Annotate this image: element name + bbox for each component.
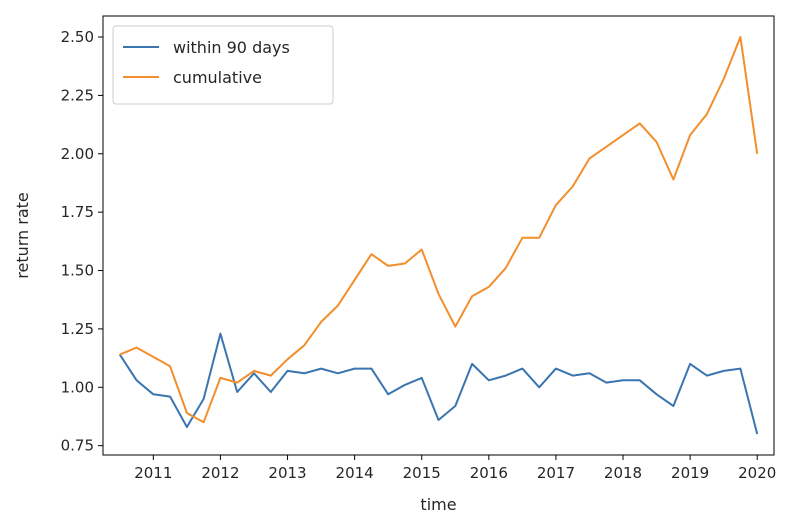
y-tick-label: 2.50 bbox=[61, 28, 94, 46]
plot-frame bbox=[102, 15, 775, 456]
x-axis-ticks: 2011 2012 2013 2014 2015 2016 2017 2018 2019 2020 bbox=[134, 455, 776, 482]
x-axis-label: time bbox=[420, 495, 456, 514]
x-tick-label: 2016 bbox=[470, 464, 508, 482]
y-tick-label: 1.50 bbox=[61, 262, 94, 280]
series-layer bbox=[118, 36, 759, 435]
y-tick-label: 1.00 bbox=[61, 378, 94, 396]
y-tick-label: 1.75 bbox=[61, 203, 94, 221]
legend: within 90 days cumulative bbox=[112, 25, 334, 105]
x-tick-label: 2013 bbox=[268, 464, 306, 482]
y-tick-label: 2.00 bbox=[61, 145, 94, 163]
x-tick-label: 2020 bbox=[738, 464, 776, 482]
x-tick-label: 2014 bbox=[336, 464, 374, 482]
y-tick-label: 1.25 bbox=[61, 320, 94, 338]
y-axis-label: return rate bbox=[13, 192, 32, 279]
legend-label-cumulative: cumulative bbox=[173, 68, 262, 87]
legend-label-within-90-days: within 90 days bbox=[173, 38, 290, 57]
series-line-cumulative bbox=[119, 36, 759, 424]
y-tick-label: 2.25 bbox=[61, 86, 94, 104]
x-tick-label: 2017 bbox=[537, 464, 575, 482]
x-tick-label: 2012 bbox=[201, 464, 239, 482]
x-tick-label: 2015 bbox=[403, 464, 441, 482]
x-tick-label: 2019 bbox=[671, 464, 709, 482]
y-axis-ticks: 0.75 1.00 1.25 1.50 1.75 2.00 2.25 2.50 bbox=[61, 28, 103, 455]
series-line-within-90-days bbox=[118, 332, 759, 435]
legend-box bbox=[112, 25, 334, 105]
x-tick-label: 2018 bbox=[604, 464, 642, 482]
y-tick-label: 0.75 bbox=[61, 437, 94, 455]
x-tick-label: 2011 bbox=[134, 464, 172, 482]
